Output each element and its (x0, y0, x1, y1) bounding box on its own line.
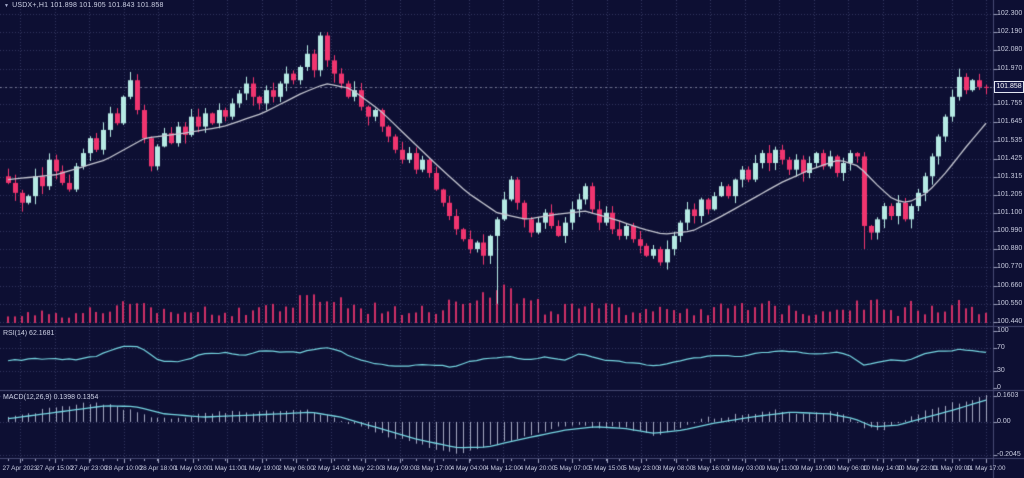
time-axis-label: 2 May 22:00 (347, 465, 383, 472)
time-axis-label: 9 May 19:00 (795, 465, 832, 472)
time-axis-label: 8 May 08:00 (657, 465, 694, 472)
price-axis-label: 100.990 (997, 226, 1023, 234)
price-axis-label: 102.080 (997, 46, 1023, 54)
price-axis-label: 101.205 (997, 191, 1023, 199)
symbol-ohlc-label: USDX+,H1 101.898 101.905 101.843 101.858 (12, 2, 164, 9)
price-axis[interactable]: 102.300102.190102.080101.970101.860101.7… (993, 0, 1024, 459)
price-axis-label: 101.425 (997, 154, 1023, 162)
time-axis-label: 1 May 19:00 (243, 465, 280, 472)
time-axis-label: 5 May 07:00 (554, 465, 590, 472)
time-axis-label: 4 May 20:00 (519, 465, 556, 472)
rsi-axis-label: 70 (997, 344, 1005, 352)
time-axis-label: 8 May 16:00 (692, 465, 728, 472)
price-axis-label: 101.100 (997, 208, 1023, 216)
price-axis-label: 100.440 (997, 318, 1023, 325)
time-axis-label: 2 May 14:00 (312, 465, 349, 472)
chart-title: ▼ USDX+,H1 101.898 101.905 101.843 101.8… (4, 2, 164, 9)
time-axis-label: 4 May 04:00 (450, 465, 487, 472)
macd-axis-label: 0.00 (997, 417, 1011, 425)
time-axis-label: 11 May 09:00 (932, 465, 971, 472)
time-axis-label: 3 May 09:00 (381, 465, 418, 472)
time-axis-label: 10 May 14:00 (862, 465, 903, 472)
price-axis-label: 100.550 (997, 299, 1023, 307)
time-axis-label: 10 May 22:00 (897, 465, 937, 472)
price-axis-label: 102.300 (997, 10, 1023, 17)
time-axis-label: 27 Apr 2023 (2, 465, 38, 472)
time-axis-label: 9 May 03:00 (726, 465, 763, 472)
time-axis-label: 10 May 06:00 (828, 465, 868, 472)
price-axis-label: 100.770 (997, 263, 1023, 271)
current-price-value: 101.858 (996, 83, 1022, 91)
time-axis-label: 5 May 23:00 (623, 465, 659, 472)
price-axis-label: 101.970 (997, 64, 1023, 72)
time-axis-label: 5 May 15:00 (588, 465, 625, 472)
price-axis-label: 101.315 (997, 173, 1023, 181)
macd-axis-label: 0.1603 (997, 392, 1019, 399)
macd-axis-label: -0.2045 (997, 451, 1021, 458)
price-axis-label: 101.755 (997, 100, 1023, 108)
price-axis-label: 102.190 (997, 28, 1023, 36)
time-axis-label: 1 May 11:00 (209, 465, 245, 472)
rsi-axis-label: 100 (997, 327, 1009, 334)
time-axis-label: 11 May 17:00 (966, 465, 1006, 472)
time-axis-label: 9 May 11:00 (761, 465, 797, 472)
current-price-tag: 101.858 (994, 81, 1024, 94)
time-axis-label: 2 May 06:00 (278, 465, 314, 472)
time-axis-label: 27 Apr 15:00 (36, 465, 73, 472)
price-axis-label: 101.535 (997, 136, 1023, 144)
time-axis[interactable]: 27 Apr 2023 27 Apr 15:00 27 Apr 23:00 28 Ap… (0, 459, 1005, 478)
rsi-indicator-label: RSI(14) 62.1681 (3, 330, 55, 337)
macd-indicator-label: MACD(12,26,9) 0.1398 0.1354 (3, 394, 99, 401)
time-axis-label: 28 Apr 18:00 (139, 465, 177, 472)
time-axis-label: 27 Apr 23:00 (70, 465, 108, 472)
price-axis-label: 101.645 (997, 118, 1023, 126)
time-axis-label: 1 May 03:00 (174, 465, 211, 472)
price-axis-label: 100.880 (997, 245, 1023, 253)
chevron-down-icon[interactable]: ▼ (4, 2, 10, 9)
time-axis-label: 3 May 17:00 (416, 465, 452, 472)
rsi-axis-label: 0 (997, 384, 1001, 391)
price-axis-label: 100.660 (997, 281, 1023, 289)
time-axis-label: 28 Apr 10:00 (105, 465, 142, 472)
time-axis-label: 4 May 12:00 (485, 465, 521, 472)
rsi-axis-label: 30 (997, 366, 1005, 374)
